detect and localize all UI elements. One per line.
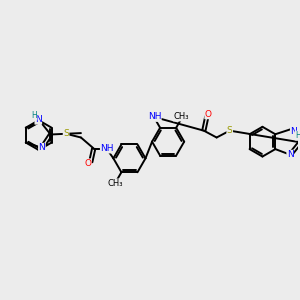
Text: O: O bbox=[84, 159, 91, 168]
Text: S: S bbox=[227, 126, 233, 135]
Text: S: S bbox=[63, 129, 69, 138]
Text: H: H bbox=[295, 131, 300, 140]
Text: CH₃: CH₃ bbox=[107, 179, 123, 188]
Text: O: O bbox=[205, 110, 212, 119]
Text: N: N bbox=[38, 143, 45, 152]
Text: NH: NH bbox=[148, 112, 161, 122]
Text: CH₃: CH₃ bbox=[173, 112, 189, 121]
Text: N: N bbox=[35, 115, 42, 124]
Text: H: H bbox=[31, 111, 37, 120]
Text: N: N bbox=[287, 150, 294, 159]
Text: NH: NH bbox=[100, 144, 114, 153]
Text: N: N bbox=[290, 127, 297, 136]
